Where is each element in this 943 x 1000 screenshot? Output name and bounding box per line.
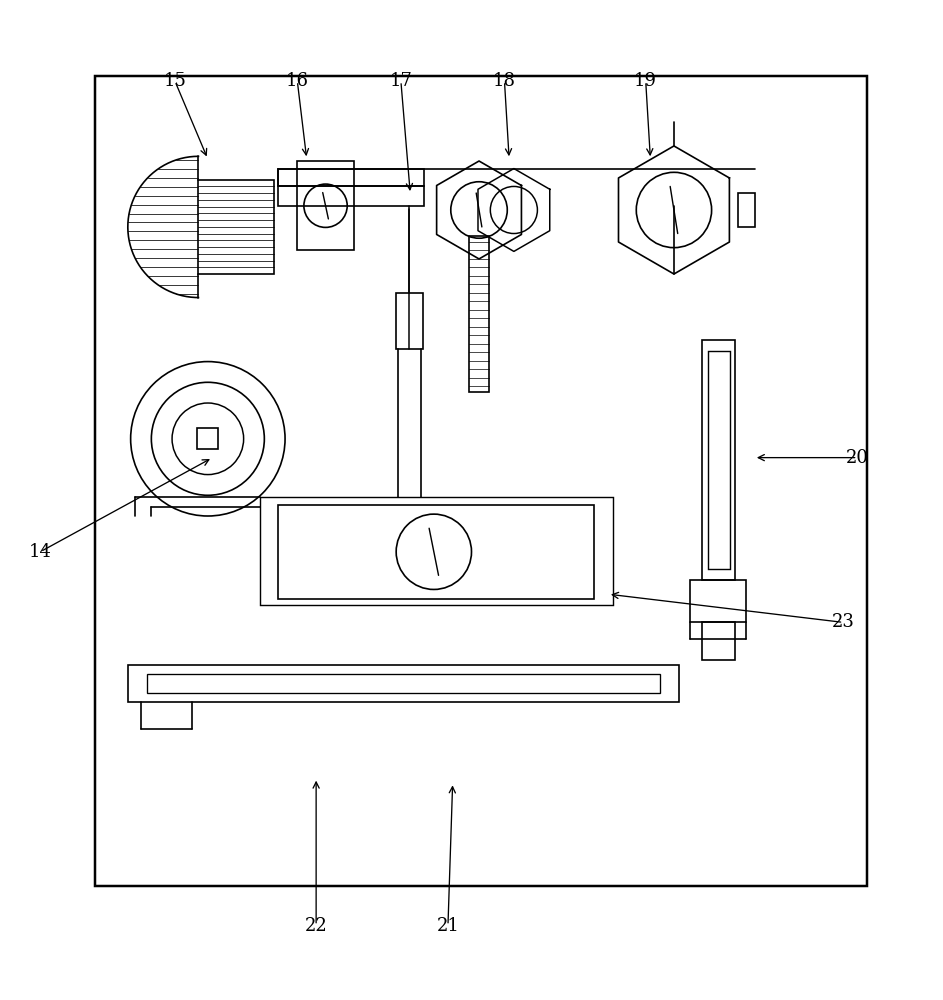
Text: 19: 19 <box>635 72 657 90</box>
Bar <box>708 351 730 569</box>
Bar <box>703 340 736 580</box>
Bar <box>95 76 867 886</box>
Bar <box>278 169 424 186</box>
Text: 17: 17 <box>389 72 412 90</box>
Bar <box>197 428 218 449</box>
Text: 14: 14 <box>29 543 52 561</box>
Bar <box>278 505 594 599</box>
Text: 16: 16 <box>286 72 308 90</box>
Bar <box>738 193 755 227</box>
Bar <box>128 665 679 702</box>
Bar <box>469 236 489 392</box>
Bar <box>690 580 747 622</box>
Bar <box>259 497 613 605</box>
Text: 20: 20 <box>846 449 869 467</box>
Bar <box>297 161 354 250</box>
Text: 23: 23 <box>832 613 855 631</box>
Text: 21: 21 <box>437 917 459 935</box>
Bar <box>278 186 424 206</box>
Bar <box>396 293 422 349</box>
Bar <box>147 674 660 693</box>
Text: 15: 15 <box>163 72 187 90</box>
Text: 22: 22 <box>305 917 327 935</box>
Text: 18: 18 <box>493 72 516 90</box>
Bar <box>703 622 736 660</box>
Bar <box>198 180 273 274</box>
